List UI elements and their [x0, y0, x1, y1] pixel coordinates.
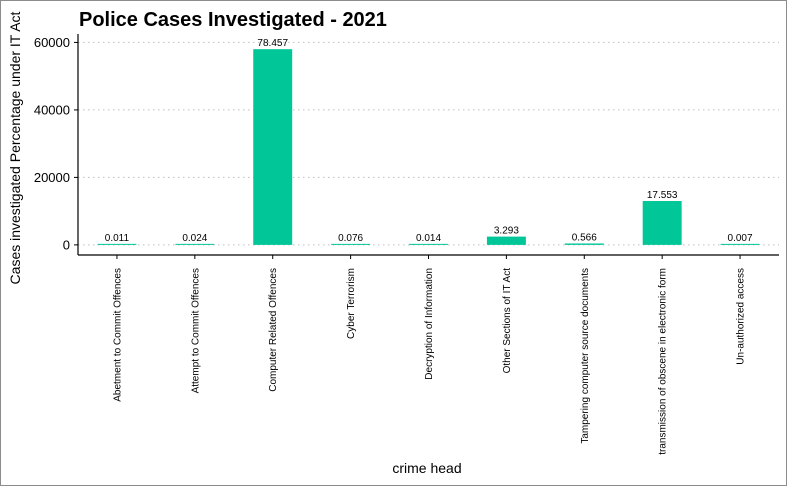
bar-data-label: 0.007: [728, 233, 753, 244]
x-axis-title: crime head: [392, 460, 461, 476]
y-tick-label: 60000: [34, 35, 70, 50]
bar: [486, 236, 526, 245]
bar-data-label: 3.293: [494, 226, 519, 237]
bar: [253, 49, 293, 245]
y-tick-label: 20000: [34, 170, 70, 185]
bar-data-label: 0.024: [182, 233, 207, 244]
y-axis-title: Cases investigated Percentage under IT A…: [7, 11, 23, 284]
bar: [97, 243, 137, 245]
y-tick-label: 40000: [34, 102, 70, 117]
x-tick-label: Tampering computer source documents: [580, 268, 591, 444]
x-tick-label: Decryption of Information: [424, 268, 435, 380]
x-tick-label: Computer Related Offences: [268, 268, 279, 392]
data-labels: 0.011 0.024 78.457 0.076 0.014 3.293 0.566 17.5…: [105, 38, 753, 244]
bar: [564, 243, 604, 245]
x-tick-label: Un-authorized access: [736, 268, 747, 365]
axes: 0 20000 40000 60000 Abetment to Commit Offen…: [34, 34, 779, 455]
x-tick-label: Abetment to Commit Offences: [112, 268, 123, 402]
bar-data-label: 0.014: [416, 233, 441, 244]
bar: [642, 201, 682, 245]
chart-title: Police Cases Investigated - 2021: [79, 9, 387, 31]
bar-data-label: 78.457: [257, 38, 288, 49]
x-tick-label: Other Sections of IT Act: [502, 268, 513, 374]
bar: [331, 243, 371, 245]
bar: [409, 243, 448, 245]
bar-data-label: 0.011: [105, 233, 130, 244]
bar: [720, 243, 760, 245]
x-tick-label: transmission of obscene in electronic fo…: [658, 268, 669, 455]
y-tick-label: 0: [63, 237, 70, 252]
x-tick-label: Attempt to Commit Offences: [190, 268, 201, 393]
bar-data-label: 17.553: [647, 190, 678, 201]
bar-data-label: 0.566: [572, 232, 597, 243]
bars: [97, 49, 760, 245]
x-tick-label: Cyber Terrorism: [346, 268, 357, 339]
bar-data-label: 0.076: [338, 233, 363, 244]
bar: [175, 243, 215, 245]
